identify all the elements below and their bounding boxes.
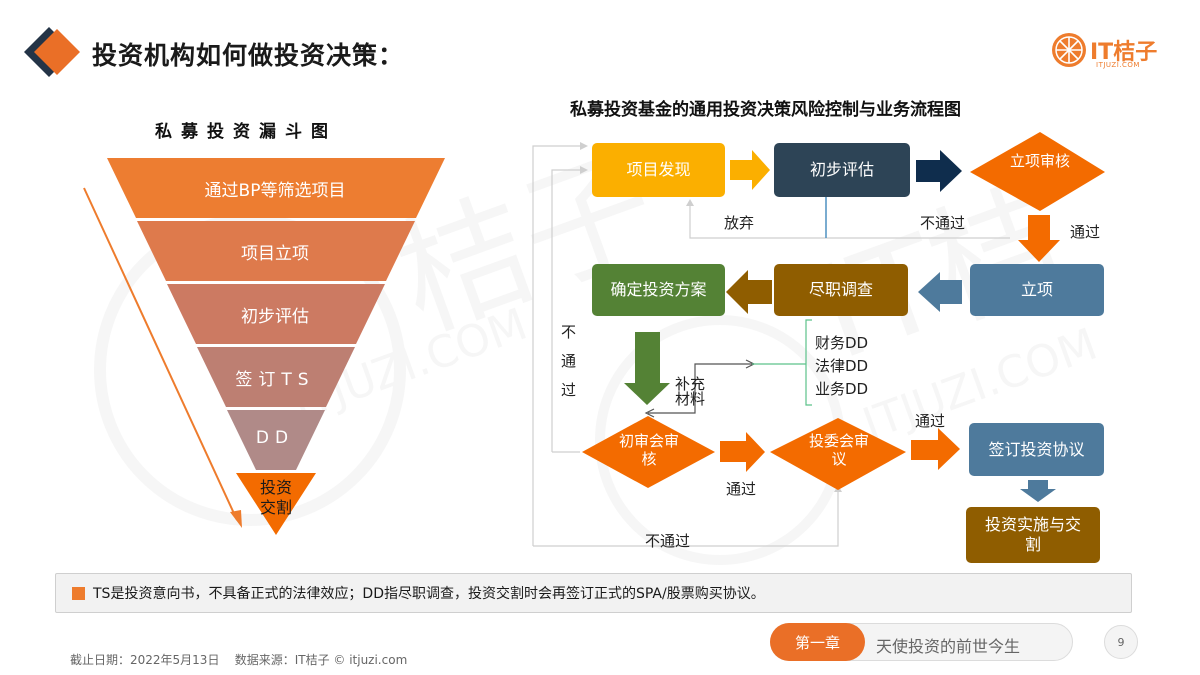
funnel-label-dd: DD [255,428,295,448]
footer-date-source: 截止日期：2022年5月13日 数据来源：IT桔子 © itjuzi.com [70,653,408,667]
arrow-sign-to-execute [1020,480,1056,502]
funnel-chart [83,158,445,535]
arrow-discover-to-prelim [730,150,770,190]
label-pass-committee: 通过 [915,412,946,430]
funnel-stage-4 [197,347,355,407]
node-approval: 立项 [970,264,1104,316]
arrow-approval-to-dd [918,272,962,312]
page-title: 投资机构如何做投资决策： [92,41,405,70]
footnote-text: TS是投资意向书，不具备正式的法律效应；DD指尽职调查，投资交割时会再签订正式的… [93,586,765,602]
label-fail-review: 不通过 [920,214,966,232]
label-fail-committee: 不通过 [645,532,691,550]
funnel-label-preliminary-eval: 初步评估 [241,307,309,327]
funnel-label-sign-ts: 签订TS [235,370,315,390]
funnel-label-closing: 投资交割 [259,478,292,517]
node-due-diligence: 尽职调查 [774,264,908,316]
funnel-title: 私募投资漏斗图 [155,122,337,142]
title-diamond-icon [24,27,80,77]
label-pass-review: 通过 [1070,223,1101,241]
label-supplement-materials: 补充材料 [675,375,706,408]
label-abandon: 放弃 [724,214,755,232]
label-fail-vertical: 不通过 [561,323,577,399]
arrow-prelim-to-review [916,150,962,192]
node-sign-agreement: 签订投资协议 [969,423,1104,476]
node-project-discovery: 项目发现 [592,143,725,197]
arrow-plan-to-first-review [624,332,670,405]
bullet-square-icon [72,586,85,600]
node-investment-plan: 确定投资方案 [592,264,725,316]
arrow-review-to-approval [1018,215,1060,262]
brand-name: IT桔子 [1090,40,1158,65]
funnel-stage-6 [236,473,316,535]
diamond-approval-review [970,132,1105,211]
funnel-stage-5 [227,410,325,470]
label-dd-financial: 财务DD [815,334,869,352]
diamond-committee [770,418,906,490]
footnote-bar: TS是投资意向书，不具备正式的法律效应；DD指尽职调查，投资交割时会再签订正式的… [55,573,1132,613]
arrow-dd-to-plan [726,270,772,314]
node-investment-execution: 投资实施与交割 [966,507,1100,563]
flowchart-title: 私募投资基金的通用投资决策风险控制与业务流程图 [570,100,961,120]
flowchart-connectors [532,132,1105,547]
page-number: 9 [1104,625,1138,659]
node-preliminary-eval: 初步评估 [774,143,910,197]
funnel-label-screening: 通过BP等筛选项目 [204,181,346,201]
chapter-tag[interactable]: 第一章 [770,623,865,661]
node-committee-review: 投委会审议 [808,432,869,468]
funnel-stage-1 [107,158,445,218]
label-dd-business: 业务DD [815,380,869,398]
funnel-label-project-approval: 项目立项 [241,244,309,264]
arrow-first-review-to-committee [720,432,765,472]
diamond-first-review [582,416,715,488]
label-pass-first-review: 通过 [726,480,757,498]
funnel-stage-2 [137,221,415,281]
chapter-name: 天使投资的前世今生 [876,637,1021,656]
arrow-committee-to-sign [911,428,960,470]
brand-domain: ITJUZI.COM [1096,61,1140,69]
funnel-stage-3 [167,284,385,344]
label-dd-legal: 法律DD [815,357,869,375]
node-approval-review: 立项审核 [1009,152,1070,170]
brand-logo-icon [1052,33,1086,67]
node-first-review: 初审会审核 [618,432,679,468]
